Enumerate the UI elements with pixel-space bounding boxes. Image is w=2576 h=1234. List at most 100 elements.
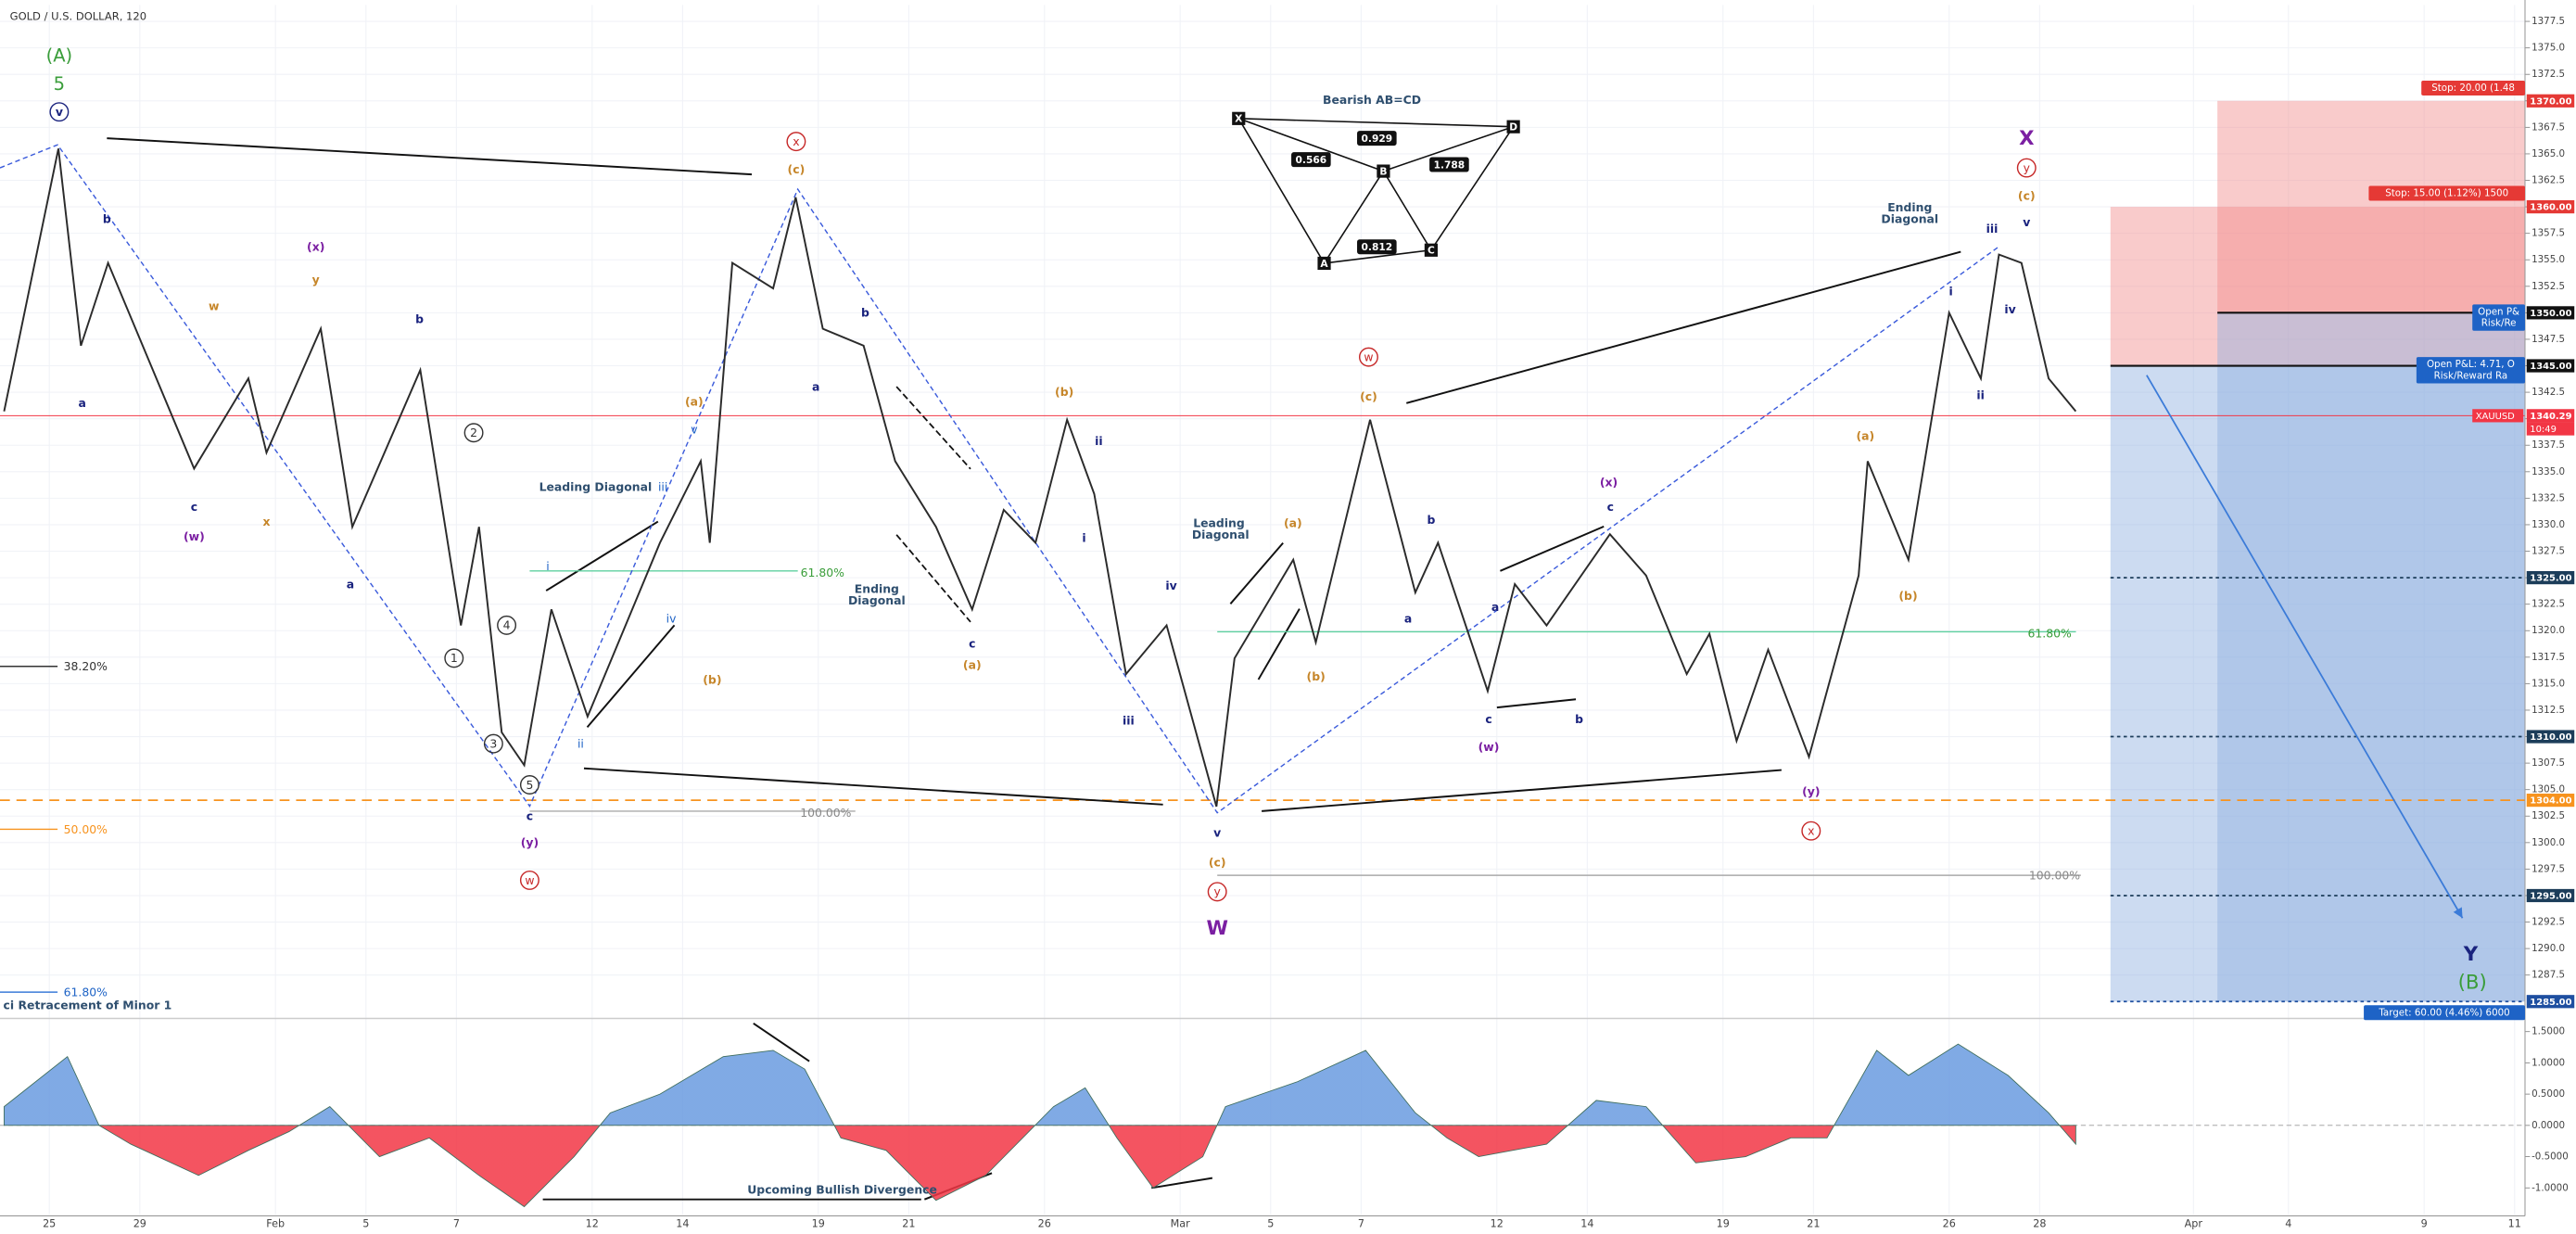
wave-label: (b) bbox=[703, 672, 721, 686]
trade-zone bbox=[2110, 207, 2525, 366]
pattern-point: B bbox=[1379, 165, 1387, 177]
wave-label: (y) bbox=[521, 835, 539, 849]
level-tag: 1295.00 bbox=[2530, 892, 2571, 902]
wave-label: 100.00% bbox=[2029, 868, 2080, 882]
y-tick-label: 1297.5 bbox=[2532, 863, 2565, 874]
pattern-line bbox=[1238, 118, 1514, 128]
wave-label: (b) bbox=[1307, 669, 1326, 683]
wave-label: y bbox=[312, 273, 320, 286]
x-tick-label: 12 bbox=[586, 1217, 599, 1229]
level-tag: 1285.00 bbox=[2530, 998, 2571, 1008]
wave-label: b bbox=[415, 312, 424, 326]
wave-label: b bbox=[1575, 712, 1583, 726]
wave-label: v bbox=[691, 423, 697, 437]
wave-label: y bbox=[2024, 160, 2030, 174]
pattern-point: X bbox=[1235, 113, 1242, 125]
ratio-label: 0.566 bbox=[1296, 154, 1327, 166]
level-tag-box bbox=[2526, 359, 2575, 373]
level-tag-box bbox=[2526, 888, 2575, 903]
wave-label: Diagonal bbox=[848, 593, 906, 607]
trend-line bbox=[1229, 542, 1284, 604]
wave-label: 5 bbox=[526, 778, 533, 792]
wave-label: c bbox=[191, 500, 197, 514]
time-box bbox=[2526, 422, 2575, 436]
y-tick-label: 1367.5 bbox=[2532, 121, 2565, 133]
pattern-point-box bbox=[1424, 243, 1438, 257]
y-tick-label: 1362.5 bbox=[2532, 175, 2565, 186]
wave-label: ci Retracement of Minor 1 bbox=[4, 999, 172, 1012]
wave-label: (x) bbox=[307, 240, 324, 254]
level-tag-box bbox=[2526, 94, 2575, 108]
label-circle bbox=[786, 132, 806, 152]
wave-label: v bbox=[56, 105, 63, 119]
wave-label: a bbox=[1491, 600, 1499, 614]
last-price-tag: 1340.29 bbox=[2530, 412, 2571, 422]
pattern-line bbox=[1237, 118, 1326, 264]
wave-channel bbox=[0, 144, 1999, 814]
y-tick-label: 1305.0 bbox=[2532, 784, 2565, 795]
wave-label: i bbox=[1949, 285, 1953, 299]
ratio-label: 0.929 bbox=[1362, 133, 1393, 145]
x-tick-label: 21 bbox=[902, 1217, 915, 1229]
trend-line bbox=[1496, 698, 1577, 709]
wave-label: 61.80% bbox=[64, 985, 108, 999]
wave-label: (y) bbox=[1802, 784, 1820, 798]
x-tick-label: Feb bbox=[266, 1217, 285, 1229]
label-circle bbox=[1207, 882, 1227, 902]
ratio-box bbox=[1357, 131, 1397, 146]
x-tick-label: 7 bbox=[1358, 1217, 1364, 1229]
y-tick-label: 1287.5 bbox=[2532, 970, 2565, 981]
wave-label: (b) bbox=[1898, 589, 1917, 603]
x-tick-label: 14 bbox=[1580, 1217, 1593, 1229]
wave-label: v bbox=[1213, 825, 1221, 839]
wave-label: c bbox=[1607, 500, 1614, 514]
wave-label: i bbox=[546, 559, 549, 573]
ratio-label: 1.788 bbox=[1434, 159, 1466, 171]
wave-label: (a) bbox=[1284, 516, 1302, 530]
diagonal-line bbox=[895, 534, 971, 623]
trade-zone bbox=[2217, 312, 2525, 1002]
wave-label: x bbox=[793, 134, 799, 148]
projection-arrow bbox=[2146, 375, 2464, 919]
symbol-box bbox=[2472, 409, 2524, 423]
stop-label-box bbox=[2421, 80, 2525, 95]
pattern-line bbox=[1237, 118, 1384, 172]
y-tick-label: 1357.5 bbox=[2532, 228, 2565, 239]
level-tag: 1304.00 bbox=[2530, 796, 2571, 807]
label-circle bbox=[463, 423, 484, 443]
level-tag: 1345.00 bbox=[2530, 362, 2571, 372]
x-tick-label: 29 bbox=[133, 1217, 146, 1229]
wave-label: 1 bbox=[450, 651, 458, 665]
x-tick-label: 4 bbox=[2285, 1217, 2291, 1229]
target-label-box bbox=[2364, 1005, 2525, 1021]
level-tag: 1310.00 bbox=[2530, 732, 2571, 743]
wave-label: 38.20% bbox=[64, 659, 108, 673]
wave-label: 100.00% bbox=[800, 806, 851, 820]
trend-line bbox=[1500, 526, 1605, 572]
pattern-point-box bbox=[1232, 111, 1246, 125]
wave-label: iii bbox=[1123, 714, 1135, 728]
x-tick-label: 14 bbox=[676, 1217, 689, 1229]
y-tick-label: 1342.5 bbox=[2532, 387, 2565, 398]
x-tick-label: 9 bbox=[2421, 1217, 2428, 1229]
y-tick-label: -1.0000 bbox=[2532, 1182, 2569, 1193]
y-tick-label: 1290.0 bbox=[2532, 943, 2565, 954]
wave-label: (c) bbox=[788, 162, 806, 176]
trend-line bbox=[1257, 608, 1301, 681]
level-tag: 1350.00 bbox=[2530, 309, 2571, 319]
y-tick-label: 0.5000 bbox=[2532, 1088, 2565, 1100]
wave-label: (a) bbox=[685, 394, 704, 408]
level-tag-box bbox=[2526, 995, 2575, 1009]
label-circle bbox=[519, 870, 539, 890]
y-tick-label: 1322.5 bbox=[2532, 599, 2565, 610]
wave-label: ii bbox=[577, 737, 584, 751]
pattern-line bbox=[1383, 125, 1514, 172]
wave-label: iii bbox=[1986, 222, 1999, 235]
y-tick-label: 1347.5 bbox=[2532, 334, 2565, 345]
trend-line bbox=[107, 137, 753, 176]
pattern-line bbox=[1430, 126, 1515, 251]
level-tag-box bbox=[2526, 199, 2575, 214]
wave-label: a bbox=[79, 396, 86, 410]
ratio-box bbox=[1291, 152, 1331, 168]
